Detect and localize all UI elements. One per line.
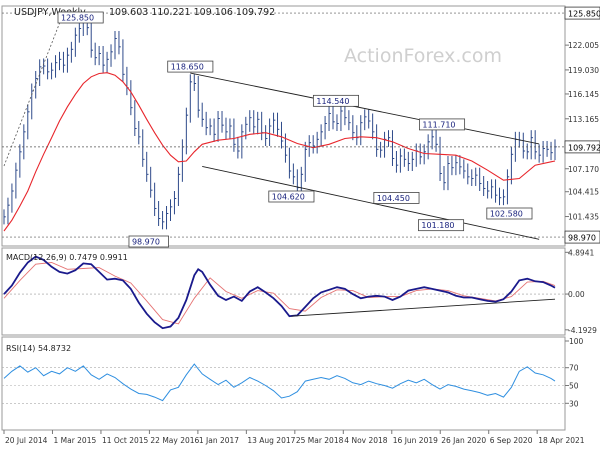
price-tick-label: 116.145 <box>568 90 599 99</box>
trend-channel-line <box>190 72 540 145</box>
price-panel-frame <box>1 5 566 247</box>
moving-average-line <box>3 72 556 232</box>
price-tick-label: 119.030 <box>568 66 599 75</box>
price-overlays: 125.850 109.792 98.970 125.850 118.650 114.54… <box>2 6 600 248</box>
level-tag <box>564 230 600 244</box>
time-tick-label: 20 Jul 2014 <box>5 436 48 445</box>
price-annotation-label: 102.580 <box>490 210 523 219</box>
watermark: ActionForex.com <box>344 45 502 67</box>
level-tag-label: 98.970 <box>568 234 596 243</box>
rsi-tick-label: 70 <box>569 364 579 373</box>
time-tick-label: 16 Jun 2019 <box>393 436 438 445</box>
price-annotation-label: 104.450 <box>377 194 410 203</box>
macd-signal-line <box>3 262 556 325</box>
rsi-tick-label: 50 <box>569 382 579 391</box>
time-tick-label: 11 Oct 2015 <box>102 436 149 445</box>
macd-tick-label: -4.1929 <box>568 326 597 335</box>
time-tick-label: 22 May 2016 <box>150 436 199 445</box>
rsi-panel-frame <box>1 336 566 431</box>
price-annotation-box <box>418 219 465 232</box>
rsi-line <box>3 363 556 402</box>
level-tag <box>564 140 600 154</box>
price-annotation-box <box>486 207 533 220</box>
rsi-title: RSI(14) 54.8732 <box>6 344 71 353</box>
price-tick-label: 104.415 <box>568 188 599 197</box>
time-tick-label: 18 Apr 2021 <box>538 436 585 445</box>
time-tick-label: 1 Jan 2017 <box>199 436 239 445</box>
price-annotation-box <box>268 190 315 203</box>
time-tick-label: 26 Jan 2020 <box>441 436 486 445</box>
rsi-panel: 100 70 50 30 <box>2 337 584 408</box>
macd-panel-frame <box>1 247 566 336</box>
price-annotation-box <box>128 235 169 248</box>
rsi-tick-label: 100 <box>569 337 584 346</box>
time-tick-label: 6 Sep 2020 <box>490 436 533 445</box>
price-annotation-label: 98.970 <box>132 238 160 247</box>
price-annotation-label: 125.850 <box>61 14 94 23</box>
price-tick-label: 107.170 <box>568 165 599 174</box>
price-tick-label: 122.005 <box>568 41 599 50</box>
price-annotation-label: 114.540 <box>316 97 349 106</box>
price-series <box>3 13 557 232</box>
time-tick-label: 25 Mar 2018 <box>296 436 344 445</box>
price-tick-label: 101.435 <box>568 213 599 222</box>
level-tag-label: 125.850 <box>568 10 600 19</box>
time-tick-label: 13 Aug 2017 <box>247 436 295 445</box>
trend-channel-line <box>202 165 540 240</box>
price-annotation-label: 101.180 <box>421 221 454 230</box>
price-annotation-box <box>312 94 359 107</box>
ohlc-readout: 109.603 110.221 109.106 109.792 <box>109 7 275 18</box>
macd-tick-label: 0.00 <box>568 290 585 299</box>
macd-title: MACD(12,26,9) 0.7479 0.9911 <box>6 253 128 262</box>
price-annotation-box <box>57 11 104 24</box>
macd-panel: 4.8941 0.00 -4.1929 <box>2 248 597 335</box>
macd-trend-line <box>291 298 556 317</box>
price-annotation-label: 118.650 <box>171 63 204 72</box>
price-annotation-box <box>373 192 420 204</box>
time-tick-label: 1 Mar 2015 <box>53 436 96 445</box>
macd-tick-label: 4.8941 <box>568 248 594 257</box>
price-annotation-label: 111.710 <box>422 120 455 129</box>
rsi-tick-label: 30 <box>569 399 579 408</box>
price-annotation-label: 104.620 <box>272 193 305 202</box>
macd-line <box>3 255 556 330</box>
price-annotation-box <box>167 60 214 73</box>
level-tag-label: 109.792 <box>568 143 600 152</box>
price-tick-label: 113.165 <box>568 115 599 124</box>
symbol-label: USDJPY,Weekly <box>14 7 86 18</box>
dotted-trend-line <box>3 12 64 167</box>
time-axis: 20 Jul 2014 1 Mar 2015 11 Oct 2015 22 May 2… <box>3 430 585 445</box>
time-tick-label: 4 Nov 2018 <box>344 436 387 445</box>
level-tag <box>564 6 600 20</box>
price-annotation-box <box>419 118 466 131</box>
